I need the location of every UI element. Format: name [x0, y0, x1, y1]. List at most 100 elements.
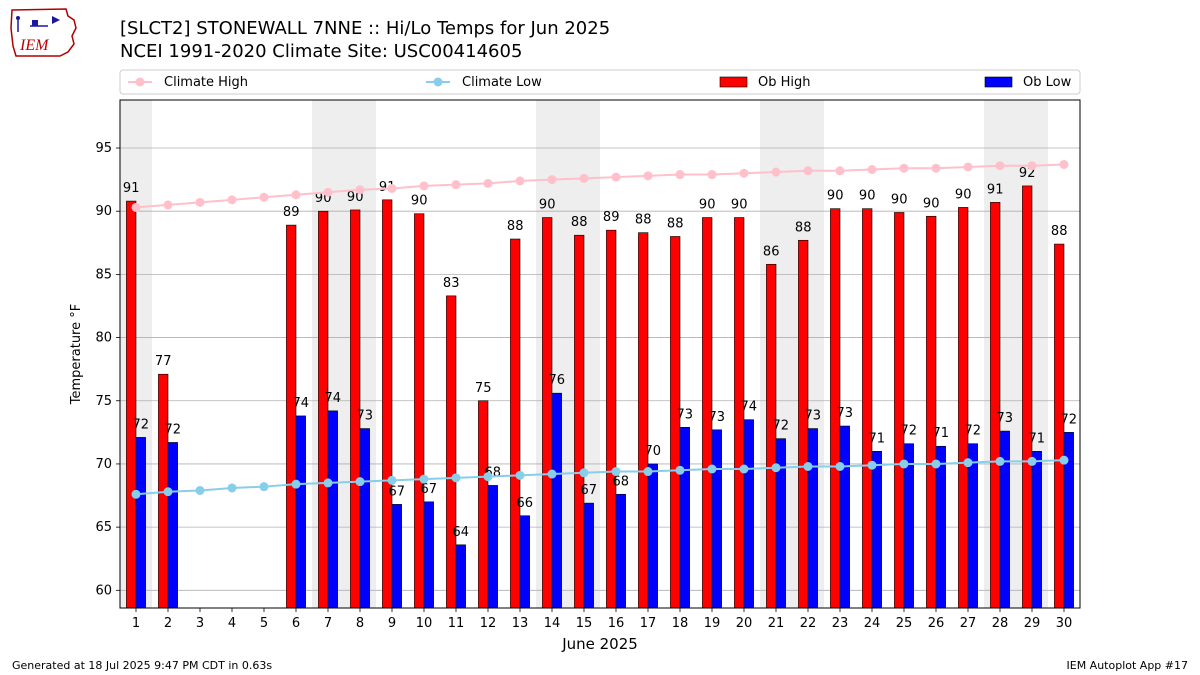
climate-high-point: [867, 165, 877, 175]
climate-high-point: [227, 195, 237, 205]
climate-low-point: [131, 489, 141, 499]
climate-high-point: [1059, 159, 1069, 169]
ob-high-bar: [382, 199, 393, 609]
generated-timestamp: Generated at 18 Jul 2025 9:47 PM CDT in …: [12, 659, 273, 672]
x-tick-label: 5: [260, 616, 268, 631]
x-tick-label: 29: [1024, 616, 1041, 631]
climate-high-point: [355, 185, 365, 195]
legend-climate-high-marker: [135, 77, 145, 87]
legend-box: [119, 69, 1081, 95]
ob-high-label: 90: [955, 187, 972, 202]
ob-high-bar: [958, 207, 969, 609]
climate-low-point: [835, 461, 845, 471]
x-tick-label: 19: [704, 616, 721, 631]
legend-climate-low-label: Climate Low: [462, 75, 542, 90]
ob-low-label: 72: [965, 424, 982, 439]
ob-high-label: 90: [539, 198, 556, 213]
ob-high-bar: [638, 232, 649, 609]
climate-low-point: [163, 487, 173, 497]
x-tick-label: 21: [768, 616, 785, 631]
climate-low-point: [1059, 455, 1069, 465]
climate-low-point: [611, 467, 621, 477]
y-tick-label: 70: [95, 457, 112, 472]
chart-title: [SLCT2] STONEWALL 7NNE :: Hi/Lo Temps fo…: [120, 18, 611, 39]
ob-high-label: 90: [411, 194, 428, 209]
ob-high-bar: [894, 212, 905, 609]
climate-high-point: [163, 200, 173, 210]
y-tick-label: 75: [95, 394, 112, 409]
ob-high-label: 88: [667, 216, 684, 231]
x-tick-label: 22: [800, 616, 817, 631]
ob-high-label: 89: [283, 205, 300, 220]
ob-low-bar: [647, 463, 658, 609]
climate-high-point: [323, 187, 333, 197]
x-tick-label: 23: [832, 616, 849, 631]
x-tick-label: 4: [228, 616, 236, 631]
climate-high-point: [579, 173, 589, 183]
climate-low-point: [931, 459, 941, 469]
ob-low-bar: [711, 429, 722, 609]
climate-high-point: [707, 170, 717, 180]
x-tick-label: 6: [292, 616, 300, 631]
ob-low-bar: [743, 419, 754, 609]
ob-high-label: 89: [603, 210, 620, 225]
climate-low-point: [259, 482, 269, 492]
climate-low-point: [419, 474, 429, 484]
climate-high-point: [771, 167, 781, 177]
ob-high-bar: [286, 224, 297, 609]
x-tick-label: 13: [512, 616, 529, 631]
climate-low-point: [323, 478, 333, 488]
x-axis-label: June 2025: [561, 635, 638, 653]
ob-low-bar: [967, 443, 978, 609]
ob-low-bar: [327, 410, 338, 609]
ob-high-label: 90: [699, 198, 716, 213]
ob-high-label: 90: [731, 198, 748, 213]
y-tick-label: 90: [95, 204, 112, 219]
ob-high-label: 77: [155, 354, 172, 369]
ob-high-label: 88: [795, 220, 812, 235]
climate-high-point: [963, 162, 973, 172]
x-tick-label: 30: [1056, 616, 1073, 631]
climate-low-point: [291, 479, 301, 489]
ob-low-bar: [487, 485, 498, 609]
climate-high-point: [611, 172, 621, 182]
ob-low-label: 72: [901, 424, 918, 439]
climate-low-point: [355, 477, 365, 487]
x-tick-label: 7: [324, 616, 332, 631]
ob-high-bar: [542, 217, 553, 609]
ob-low-bar: [551, 392, 562, 609]
x-tick-label: 14: [544, 616, 561, 631]
x-tick-label: 1: [132, 616, 140, 631]
iem-logo: IEM: [10, 8, 77, 57]
ob-low-label: 73: [709, 410, 726, 425]
legend-ob-low-swatch: [984, 76, 1013, 88]
ob-high-label: 91: [987, 182, 1004, 197]
ob-high-label: 90: [891, 192, 908, 207]
climate-low-point: [451, 473, 461, 483]
ob-low-label: 70: [645, 444, 662, 459]
climate-low-line: [135, 459, 1065, 496]
climate-high-point: [419, 181, 429, 191]
x-tick-label: 8: [356, 616, 364, 631]
ob-high-bar: [510, 238, 521, 609]
ob-low-bar: [359, 428, 370, 609]
ob-low-label: 74: [741, 400, 758, 415]
climate-low-point: [803, 461, 813, 471]
climate-low-point: [899, 459, 909, 469]
ob-low-label: 76: [549, 373, 566, 388]
y-tick-label: 65: [95, 520, 112, 535]
x-tick-label: 2: [164, 616, 172, 631]
ob-high-label: 88: [507, 219, 524, 234]
climate-high-point: [483, 178, 493, 188]
ob-low-bar: [871, 451, 882, 609]
ob-low-bar: [615, 493, 626, 609]
y-tick-label: 80: [95, 331, 112, 346]
ob-low-bar: [295, 415, 306, 609]
legend-climate-low-marker: [433, 77, 443, 87]
climate-high-point: [995, 161, 1005, 171]
ob-low-label: 67: [581, 483, 598, 498]
legend-ob-high-label: Ob High: [758, 75, 811, 90]
ob-high-label: 83: [443, 276, 460, 291]
x-tick-label: 10: [416, 616, 433, 631]
x-tick-label: 9: [388, 616, 396, 631]
